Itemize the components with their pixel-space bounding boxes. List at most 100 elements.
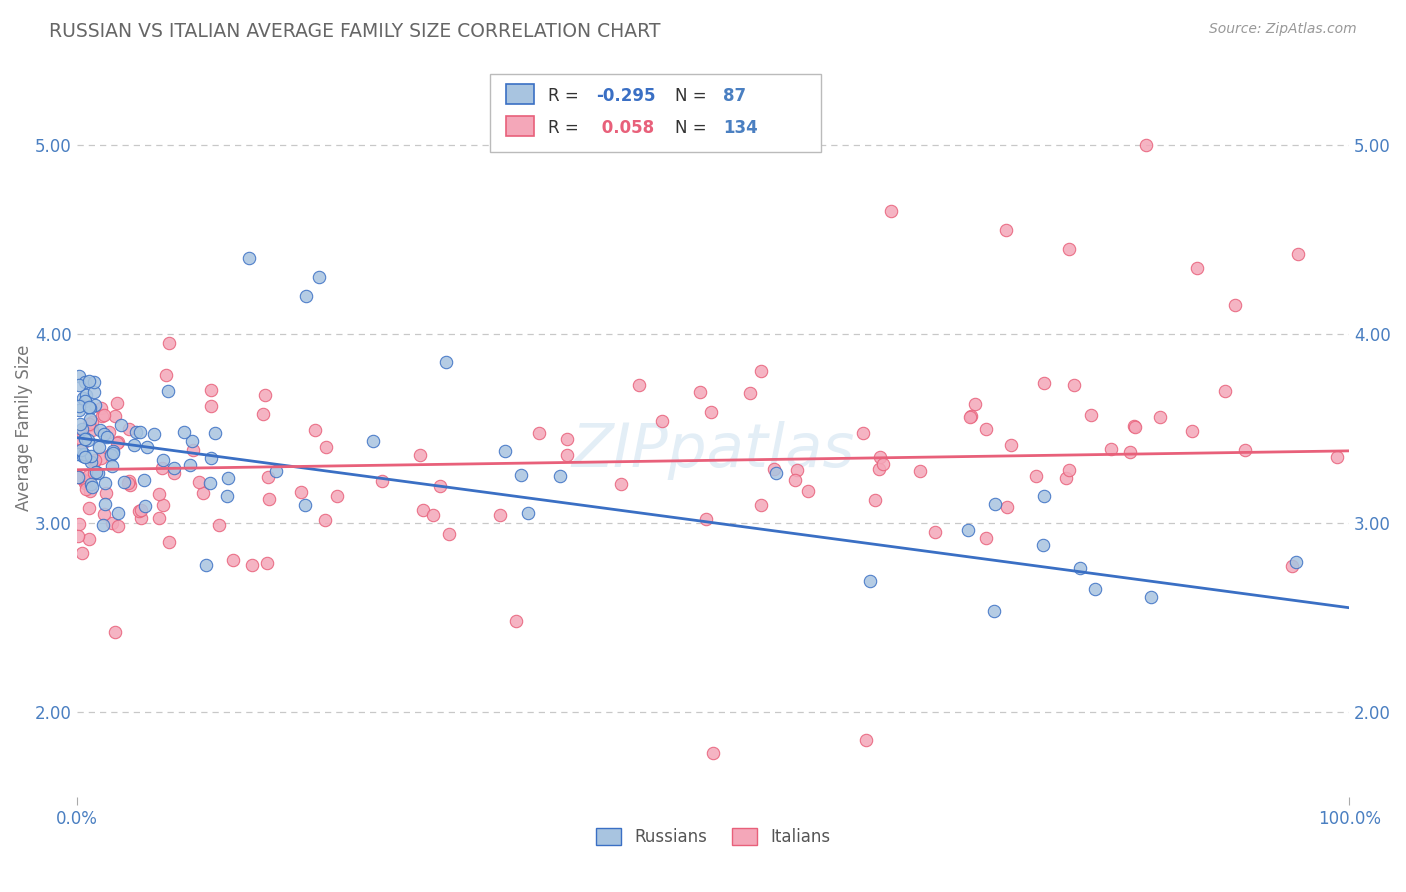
Point (94, 486, 117, 500)
Point (75, 482, 97, 496)
Point (75, 375, 97, 389)
Point (1285, 555, 1308, 569)
Point (91, 518, 114, 533)
Point (80, 477, 103, 491)
Point (308, 270, 330, 285)
Point (94, 475, 117, 490)
Text: ZIPpatlas: ZIPpatlas (571, 421, 855, 480)
Point (796, 483, 818, 498)
Point (1033, 489, 1056, 503)
Point (200, 450, 222, 465)
Point (77, 468, 100, 483)
Point (264, 464, 287, 478)
Point (107, 506, 129, 520)
Point (105, 396, 128, 410)
Point (412, 502, 434, 516)
Point (740, 385, 762, 400)
Point (179, 458, 201, 472)
Point (84, 453, 107, 467)
Point (157, 535, 180, 549)
Point (610, 477, 633, 491)
Point (1099, 442, 1122, 456)
Point (295, 289, 318, 303)
Point (855, 733, 877, 747)
FancyBboxPatch shape (491, 74, 821, 152)
Point (880, 203, 903, 218)
Point (1286, 247, 1309, 261)
Point (863, 492, 886, 507)
Point (67, 470, 90, 484)
Point (180, 434, 202, 448)
Point (434, 355, 457, 369)
Point (142, 426, 165, 441)
Point (157, 384, 180, 399)
Point (1084, 582, 1107, 596)
Point (79, 374, 101, 388)
FancyBboxPatch shape (506, 85, 534, 103)
Point (80, 449, 103, 463)
Legend: Russians, Italians: Russians, Italians (588, 820, 839, 855)
Point (112, 475, 135, 490)
Point (90, 401, 112, 415)
Point (238, 251, 260, 265)
Point (67, 516, 90, 531)
Point (1118, 444, 1140, 458)
Point (163, 461, 186, 475)
Point (157, 336, 180, 351)
Point (422, 508, 444, 522)
Point (104, 625, 127, 640)
Point (67, 528, 90, 542)
Point (651, 414, 673, 428)
Point (494, 444, 516, 458)
Point (70, 437, 93, 451)
Point (963, 397, 986, 411)
Point (198, 475, 221, 490)
Point (1063, 378, 1085, 392)
Point (93, 427, 115, 442)
Point (1326, 450, 1348, 465)
Point (124, 425, 146, 440)
Point (529, 426, 551, 441)
Point (689, 384, 711, 399)
Point (67, 469, 90, 483)
Text: -0.295: -0.295 (596, 87, 655, 105)
Point (702, 746, 724, 760)
Point (785, 473, 807, 487)
Point (194, 558, 217, 573)
Point (1185, 260, 1208, 275)
Point (257, 492, 280, 507)
Point (70, 425, 93, 439)
Point (188, 475, 211, 489)
Point (107, 435, 129, 450)
Point (73, 450, 96, 464)
Point (152, 453, 174, 467)
Point (93, 507, 115, 521)
Point (204, 425, 226, 440)
Point (72, 449, 94, 463)
Point (79, 483, 101, 498)
Point (67, 434, 90, 448)
Point (83, 466, 105, 480)
Point (1080, 409, 1102, 423)
Point (94, 497, 117, 511)
Point (983, 497, 1005, 511)
Point (908, 464, 931, 478)
Point (72, 391, 94, 405)
Text: RUSSIAN VS ITALIAN AVERAGE FAMILY SIZE CORRELATION CHART: RUSSIAN VS ITALIAN AVERAGE FAMILY SIZE C… (49, 22, 661, 41)
Point (110, 417, 132, 432)
Point (91, 409, 114, 423)
Point (371, 475, 394, 489)
Point (136, 440, 159, 454)
Point (859, 574, 882, 588)
Point (83, 376, 105, 390)
Point (983, 604, 1005, 618)
Point (75, 432, 97, 446)
Point (117, 475, 139, 490)
Point (762, 462, 785, 476)
Text: 87: 87 (723, 87, 747, 105)
Point (80, 423, 103, 437)
Point (155, 368, 177, 383)
Point (1223, 298, 1246, 312)
Point (83, 384, 105, 399)
Point (79, 418, 101, 433)
